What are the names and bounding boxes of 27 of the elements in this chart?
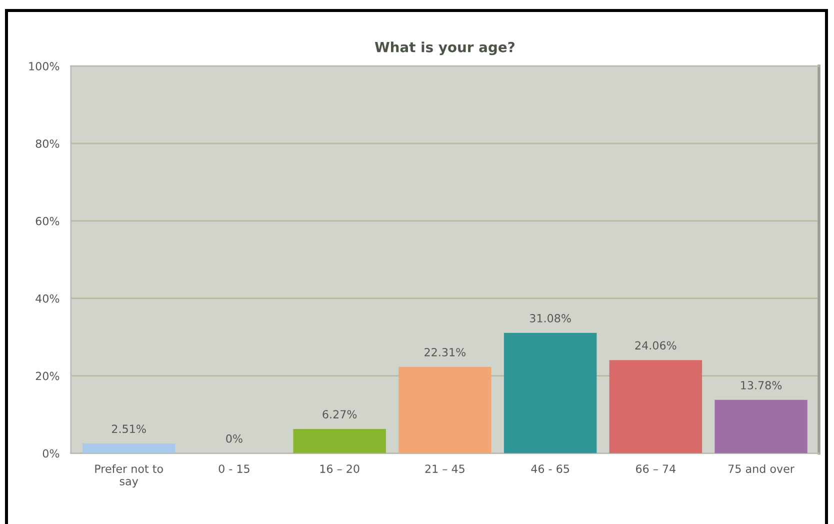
bar [398,366,492,454]
y-tick-label: 40% [36,294,60,303]
bar [714,400,808,454]
bar [293,428,386,454]
y-tick-label: 20% [36,372,60,380]
data-label: 24.06% [635,341,676,350]
x-tick-label: Prefer not to say [95,464,163,488]
y-tick-label: 60% [36,216,60,226]
data-label: 2.51% [112,424,146,434]
x-tick-label: 0 - 15 [218,464,250,473]
x-tick-label: 16 – 20 [320,464,360,473]
data-label: 6.27% [322,410,357,418]
x-tick-label: 75 and over [728,464,794,473]
x-tick-label: 46 - 65 [531,464,570,473]
data-label: 13.78% [741,381,782,390]
x-tick-label: 21 – 45 [425,464,464,473]
y-tick-label: 0% [42,449,60,458]
data-label: 31.08% [530,314,571,322]
x-tick-label: 66 – 74 [636,464,676,473]
chart-title: What is your age? [374,42,514,56]
y-tick-label: 80% [36,139,60,148]
data-label: 0% [226,434,242,443]
data-label: 22.31% [424,348,466,356]
bar [82,444,176,454]
bar [609,360,702,454]
bar [504,332,597,454]
y-tick-label: 100% [29,62,60,70]
